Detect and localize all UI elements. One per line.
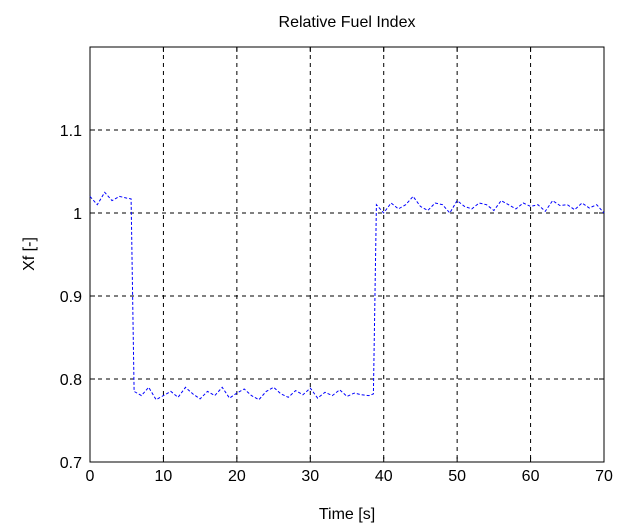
y-tick-label: 1.1	[60, 123, 82, 140]
x-tick-label: 40	[375, 468, 393, 485]
x-tick-label: 0	[86, 468, 95, 485]
series-line	[89, 191, 605, 401]
y-tick-label: 0.8	[60, 372, 82, 389]
grid	[90, 47, 604, 462]
x-tick-label: 10	[155, 468, 173, 485]
x-axis-label: Time [s]	[319, 506, 375, 523]
x-tick-label: 30	[301, 468, 319, 485]
x-tick-label: 70	[595, 468, 613, 485]
x-axis: 0 10 20 30 40 50 60 70	[86, 47, 613, 485]
y-tick-label: 0.9	[60, 289, 82, 306]
y-tick-label: 1	[73, 206, 82, 223]
x-tick-label: 20	[228, 468, 246, 485]
y-axis-label: Xf [-]	[21, 237, 38, 271]
chart-title: Relative Fuel Index	[279, 14, 416, 31]
y-axis: 0.7 0.8 0.9 1 1.1	[60, 123, 604, 472]
x-tick-label: 50	[448, 468, 466, 485]
y-tick-label: 0.7	[60, 455, 82, 472]
x-tick-label: 60	[522, 468, 540, 485]
series-group	[89, 191, 605, 401]
plot-frame	[89, 46, 605, 463]
